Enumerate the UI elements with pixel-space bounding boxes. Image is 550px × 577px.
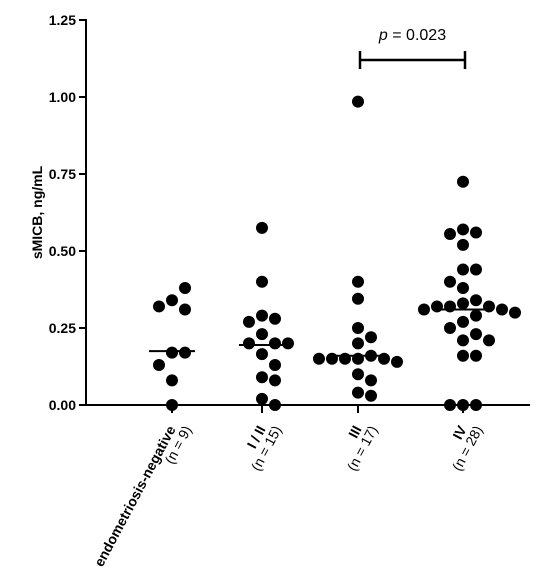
y-axis-label: sMICB, ng/mL: [29, 165, 45, 259]
data-point: [179, 303, 191, 316]
data-point: [269, 312, 281, 325]
y-tick-label: 0.75: [49, 166, 76, 182]
data-point: [457, 349, 469, 362]
data-point: [166, 346, 178, 359]
data-point: [179, 281, 191, 294]
data-point: [256, 371, 268, 384]
data-point: [256, 392, 268, 405]
data-point: [457, 399, 469, 411]
data-point: [470, 309, 482, 322]
y-tick-label: 0.25: [49, 320, 76, 336]
data-point: [256, 348, 268, 361]
data-point: [457, 175, 469, 188]
data-point: [457, 334, 469, 347]
data-point: [470, 294, 482, 307]
median-lines: [149, 308, 486, 357]
data-point: [483, 300, 495, 313]
data-point: [457, 263, 469, 276]
data-point: [256, 309, 268, 322]
data-point: [457, 223, 469, 236]
data-point: [313, 352, 325, 365]
y-tick-label: 1.25: [49, 12, 76, 28]
y-tick-label: 0.00: [49, 397, 76, 413]
y-tick-label: 1.00: [49, 89, 76, 105]
data-point: [339, 352, 351, 365]
data-point: [352, 368, 364, 381]
data-point: [269, 337, 281, 350]
data-point: [352, 337, 364, 350]
data-point: [153, 300, 165, 313]
data-point: [444, 228, 456, 241]
data-points: [153, 95, 521, 411]
p-value-label: p = 0.023: [378, 27, 446, 44]
data-point: [256, 221, 268, 234]
data-point: [179, 346, 191, 359]
data-point: [457, 315, 469, 328]
data-point: [352, 322, 364, 334]
data-point: [166, 399, 178, 411]
data-point: [365, 331, 377, 344]
data-point: [166, 294, 178, 307]
data-point: [269, 374, 281, 387]
data-point: [256, 328, 268, 341]
data-point: [470, 399, 482, 411]
data-point: [457, 238, 469, 251]
data-point: [457, 297, 469, 310]
significance-annotation: p = 0.023: [358, 27, 467, 70]
data-point: [352, 292, 364, 305]
data-point: [243, 337, 255, 350]
data-point: [243, 315, 255, 328]
data-point: [470, 226, 482, 239]
data-point: [444, 300, 456, 313]
data-point: [256, 275, 268, 288]
data-point: [166, 374, 178, 387]
data-point: [269, 399, 281, 411]
data-point: [470, 349, 482, 362]
data-point: [282, 337, 294, 350]
data-point: [483, 334, 495, 347]
data-point: [352, 95, 364, 108]
data-point: [509, 306, 521, 319]
x-axis: endometriosis-negative(n = 9) I / II(n = …: [85, 404, 530, 569]
data-point: [496, 303, 508, 316]
data-point: [326, 352, 338, 365]
data-point: [153, 358, 165, 371]
data-point: [365, 374, 377, 387]
data-point: [378, 352, 390, 365]
data-point: [444, 399, 456, 411]
x-category-label: endometriosis-negative: [91, 423, 179, 569]
y-tick-label: 0.50: [49, 243, 76, 259]
data-point: [444, 322, 456, 334]
y-axis: 0.00 0.25 0.50 0.75 1.00 1.25: [49, 12, 87, 413]
data-point: [470, 328, 482, 341]
data-point: [352, 275, 364, 288]
data-point: [431, 300, 443, 313]
data-point: [352, 386, 364, 399]
data-point: [269, 358, 281, 371]
data-point: [352, 352, 364, 365]
data-point: [444, 275, 456, 288]
data-point: [418, 303, 430, 316]
data-point: [391, 355, 403, 368]
data-point: [365, 389, 377, 402]
data-point: [470, 263, 482, 276]
data-point: [457, 281, 469, 294]
